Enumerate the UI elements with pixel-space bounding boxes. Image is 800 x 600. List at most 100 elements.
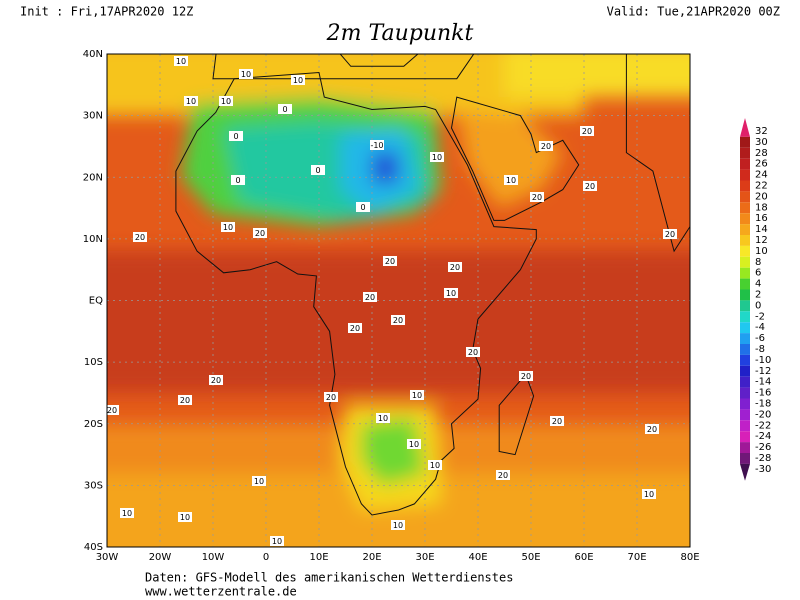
colorbar-segment <box>740 322 750 334</box>
colorbar-label: 28 <box>755 148 768 159</box>
lon-label: 30W <box>96 552 119 563</box>
field-region <box>456 109 563 209</box>
colorbar-label: 26 <box>755 159 768 170</box>
colorbar-label: 4 <box>755 279 761 290</box>
field-region <box>372 152 399 184</box>
contour-label: 10 <box>432 153 442 162</box>
contour-label: 20 <box>498 471 508 480</box>
lat-label: 40S <box>84 542 103 553</box>
colorbar-segment <box>740 354 750 366</box>
lon-label: 50E <box>521 552 540 563</box>
contour-label: 20 <box>350 324 360 333</box>
colorbar-segment <box>740 158 750 170</box>
contour-label-bg <box>407 439 421 449</box>
lat-label: 20S <box>84 419 103 430</box>
contour-label: 10 <box>122 509 132 518</box>
coastline <box>450 96 580 221</box>
colorbar-label: 6 <box>755 268 761 279</box>
colorbar-label: -6 <box>755 333 765 344</box>
coastline <box>498 373 535 456</box>
contour-label: 10 <box>223 223 233 232</box>
contour-label: 10 <box>644 490 654 499</box>
colorbar-segment <box>740 147 750 159</box>
contour-label: 10 <box>221 97 231 106</box>
colorbar-segment <box>740 344 750 355</box>
contour-label-bg <box>363 292 377 302</box>
lon-label: 10E <box>309 552 328 563</box>
contour-label-bg <box>270 536 284 546</box>
map-title: 2m Taupunkt <box>326 21 474 46</box>
colorbar-segment <box>740 387 750 399</box>
colorbar-segment <box>740 202 750 214</box>
colorbar-label: -22 <box>755 420 771 431</box>
lon-label: 60E <box>574 552 593 563</box>
contour-label-bg <box>642 489 656 499</box>
colorbar-label: -18 <box>755 399 771 410</box>
contour-label: 20 <box>582 127 592 136</box>
contour-label-bg <box>356 202 370 212</box>
lat-label: 40N <box>83 49 103 60</box>
contour-label: 20 <box>450 263 460 272</box>
contour-label: 10 <box>272 537 282 546</box>
colorbar-segment <box>740 213 750 225</box>
lon-label: 10W <box>202 552 225 563</box>
contour-label: 10 <box>393 521 403 530</box>
colorbar-label: 12 <box>755 235 768 246</box>
colorbar-label: -20 <box>755 409 771 420</box>
colorbar-segment <box>740 136 750 148</box>
colorbar-label: -14 <box>755 377 771 388</box>
contour-label: 20 <box>665 230 675 239</box>
contour-label: 20 <box>255 229 265 238</box>
contour-label: 10 <box>378 414 388 423</box>
contour-label: 20 <box>521 372 531 381</box>
colorbar-segment <box>740 376 750 388</box>
contour-label-bg <box>278 104 292 114</box>
colorbar-segment <box>740 431 750 443</box>
colorbar-segment <box>740 289 750 301</box>
contour-label-bg <box>663 229 677 239</box>
valid-label: Valid: Tue,21APR2020 00Z <box>607 5 780 19</box>
contour-label-bg <box>530 192 544 202</box>
contour-label: 10 <box>241 70 251 79</box>
colorbar-segment <box>740 278 750 290</box>
contour-label: 0 <box>360 203 365 212</box>
colorbar-label: -10 <box>755 355 771 366</box>
lat-label: 20N <box>83 172 103 183</box>
contour-label-bg <box>410 390 424 400</box>
contour-label-bg <box>448 262 462 272</box>
init-label: Init : Fri,17APR2020 12Z <box>20 5 193 19</box>
contour-label-bg <box>239 69 253 79</box>
contour-label: 20 <box>541 142 551 151</box>
lon-label: 40E <box>468 552 487 563</box>
contour-label-bg <box>178 395 192 405</box>
colorbar-label: 24 <box>755 170 768 181</box>
colorbar-label: -26 <box>755 442 771 453</box>
contour-label-bg <box>383 256 397 266</box>
contour-label: 0 <box>233 132 238 141</box>
colorbar-label: 32 <box>755 126 768 137</box>
colorbar-label: 30 <box>755 137 768 148</box>
colorbar-segment <box>740 398 750 410</box>
contour-label-bg <box>580 126 594 136</box>
colorbar-cap <box>740 118 750 137</box>
contour-label-bg <box>539 141 553 151</box>
footer-url: www.wetterzentrale.de <box>145 585 297 599</box>
contour-label: 20 <box>180 396 190 405</box>
contour-label: 20 <box>385 257 395 266</box>
colorbar-label: 22 <box>755 181 768 192</box>
colorbar-label: -16 <box>755 388 771 399</box>
contour-label: 10 <box>254 477 264 486</box>
contour-label: 20 <box>585 182 595 191</box>
colorbar-segment <box>740 442 750 453</box>
contour-label-bg <box>252 476 266 486</box>
coastline <box>212 54 475 80</box>
contour-label-bg <box>645 424 659 434</box>
contour-label-bg <box>107 405 119 415</box>
lat-label: 30S <box>84 480 103 491</box>
contour-label-bg <box>391 520 405 530</box>
contour-label-bg <box>376 413 390 423</box>
contour-label: 10 <box>180 513 190 522</box>
contour-label-bg <box>391 315 405 325</box>
lat-label: 10S <box>84 357 103 368</box>
colorbar-label: -8 <box>755 344 765 355</box>
